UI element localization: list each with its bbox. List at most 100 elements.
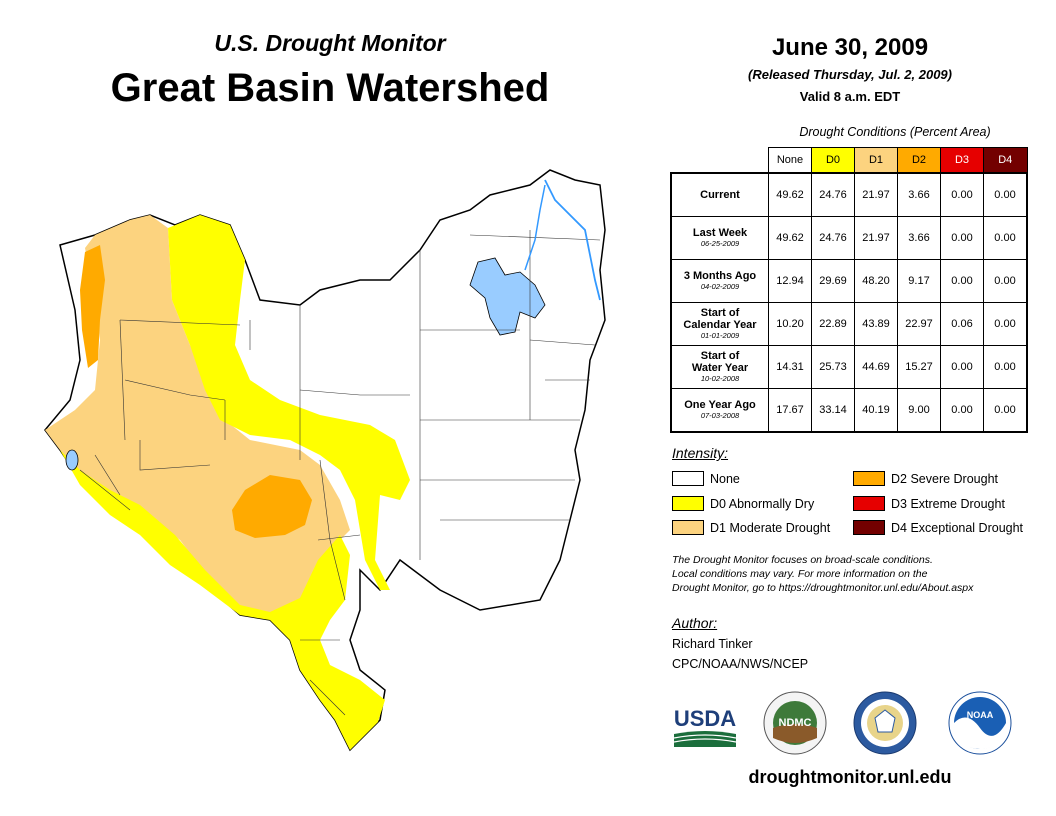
table-row: One Year Ago 07-03-2008 17.67 33.14 40.19 9.0… [670,388,1028,433]
watershed-region-d0-north [168,215,410,590]
table-cell: 14.31 [768,345,812,389]
river-branch [524,184,546,271]
table-cell: 0.00 [983,388,1028,433]
table-cell: 22.89 [811,302,855,346]
table-header-d1: D1 [854,147,898,174]
legend-label-d4: D4 Exceptional Drought [891,520,1024,535]
lake-west [65,449,79,471]
map-subtitle: U.S. Drought Monitor [214,30,446,56]
legend-item-d4: D4 Exceptional Drought [853,520,1023,535]
great-salt-lake [469,257,546,336]
table-header-none: None [768,147,812,174]
row-label-line-2: Calendar Year [683,319,757,331]
legend-item-d2: D2 Severe Drought [853,471,998,486]
table-cell: 0.00 [940,345,984,389]
row-date: 07-03-2008 [700,411,740,420]
table-cell: 48.20 [854,259,898,303]
table-cell: 0.00 [983,302,1028,346]
table-cell: 0.00 [940,388,984,433]
row-label-line-1: Start of [700,307,740,319]
row-date: 01-01-2009 [700,331,740,340]
table-header-d3: D3 [940,147,984,174]
table-row: Start of Calendar Year 01-01-2009 10.20 22.8… [670,302,1028,346]
table-cell: 24.76 [811,172,855,217]
usda-logo: USDA [674,706,736,747]
legend-swatch-d3 [853,496,885,511]
legend-label-d1: D1 Moderate Drought [710,520,831,535]
table-cell: 29.69 [811,259,855,303]
row-date: 04-02-2009 [700,282,740,291]
table-cell: 12.94 [768,259,812,303]
legend-item-d3: D3 Extreme Drought [853,496,1005,511]
row-label-line-1: 3 Months Ago [683,270,757,282]
legend-swatch-d4 [853,520,885,535]
table-cell: 0.06 [940,302,984,346]
table-cell: 0.00 [940,172,984,217]
row-label-line-2: Water Year [691,362,749,374]
watershed-region-d2-central [232,475,312,538]
river [544,179,601,301]
legend-swatch-d1 [672,520,704,535]
legend-label-d3: D3 Extreme Drought [891,496,1005,511]
table-cell: 17.67 [768,388,812,433]
map-title: Great Basin Watershed [110,66,550,110]
table-cell: 49.62 [768,216,812,260]
legend-item-d0: D0 Abnormally Dry [672,496,814,511]
table-cell: 22.97 [897,302,941,346]
drought-map [44,169,606,752]
table-caption: Drought Conditions (Percent Area) [799,125,991,139]
table-cell: 3.66 [897,172,941,217]
drought-conditions-table: None D0 D1 D2 D3 D4 Current 49.62 24.76 21.… [670,147,1028,433]
table-header-row: None D0 D1 D2 D3 D4 [671,147,1028,174]
table-row-label: Start of Water Year 10-02-2008 [670,345,769,389]
info-note-line-2: Local conditions may vary. For more info… [672,568,928,580]
table-cell: 0.00 [983,216,1028,260]
table-cell: 3.66 [897,216,941,260]
table-cell: 0.00 [983,172,1028,217]
table-cell: 43.89 [854,302,898,346]
legend-item-d1: D1 Moderate Drought [672,520,830,535]
table-cell: 21.97 [854,172,898,217]
watershed-region-d0-south [60,450,385,750]
noaa-logo: NOAA [948,691,1012,755]
table-row-label: Start of Calendar Year 01-01-2009 [670,302,769,346]
table-cell: 9.00 [897,388,941,433]
legend-title: Intensity: [672,445,729,461]
author-title: Author: [672,615,718,631]
row-date: 06-25-2009 [700,239,740,248]
table-row-label: Current [670,172,769,217]
author-name: Richard Tinker [672,637,753,651]
table-row-label: Last Week 06-25-2009 [670,216,769,260]
website-url[interactable]: droughtmonitor.unl.edu [748,767,952,787]
row-label-line-1: One Year Ago [684,399,756,411]
watershed-region-d2-west [80,245,105,368]
legend-label-d0: D0 Abnormally Dry [710,496,815,511]
info-note-line-3: Drought Monitor, go to https://droughtmo… [672,582,974,594]
legend-label-d2: D2 Severe Drought [891,471,999,486]
info-note: The Drought Monitor focuses on broad-sca… [672,553,1052,595]
legend-label-none: None [710,471,740,486]
usda-logo-text: USDA [674,706,736,731]
table-row: 3 Months Ago 04-02-2009 12.94 29.69 48.20 9.1… [670,259,1028,303]
info-note-line-1: The Drought Monitor focuses on broad-sca… [672,554,933,566]
table-cell: 21.97 [854,216,898,260]
table-cell: 33.14 [811,388,855,433]
ndmc-logo-text: NDMC [779,717,812,729]
row-date: 10-02-2008 [700,374,740,383]
legend-swatch-none [672,471,704,486]
table-header-d2: D2 [897,147,941,174]
noaa-logo-text: NOAA [967,710,994,720]
author-org: CPC/NOAA/NWS/NCEP [672,657,809,671]
table-cell: 24.76 [811,216,855,260]
legend-item-none: None [672,471,740,486]
table-cell: 10.20 [768,302,812,346]
table-cell: 25.73 [811,345,855,389]
legend-swatch-d2 [853,471,885,486]
table-header-d4: D4 [983,147,1028,174]
ndmc-logo: NDMC [763,691,827,755]
legend-swatch-d0 [672,496,704,511]
table-row: Current 49.62 24.76 21.97 3.66 0.00 0.00 [670,172,1028,217]
table-cell: 0.00 [940,216,984,260]
county-boundaries [79,230,601,716]
commerce-seal-logo [853,691,917,755]
